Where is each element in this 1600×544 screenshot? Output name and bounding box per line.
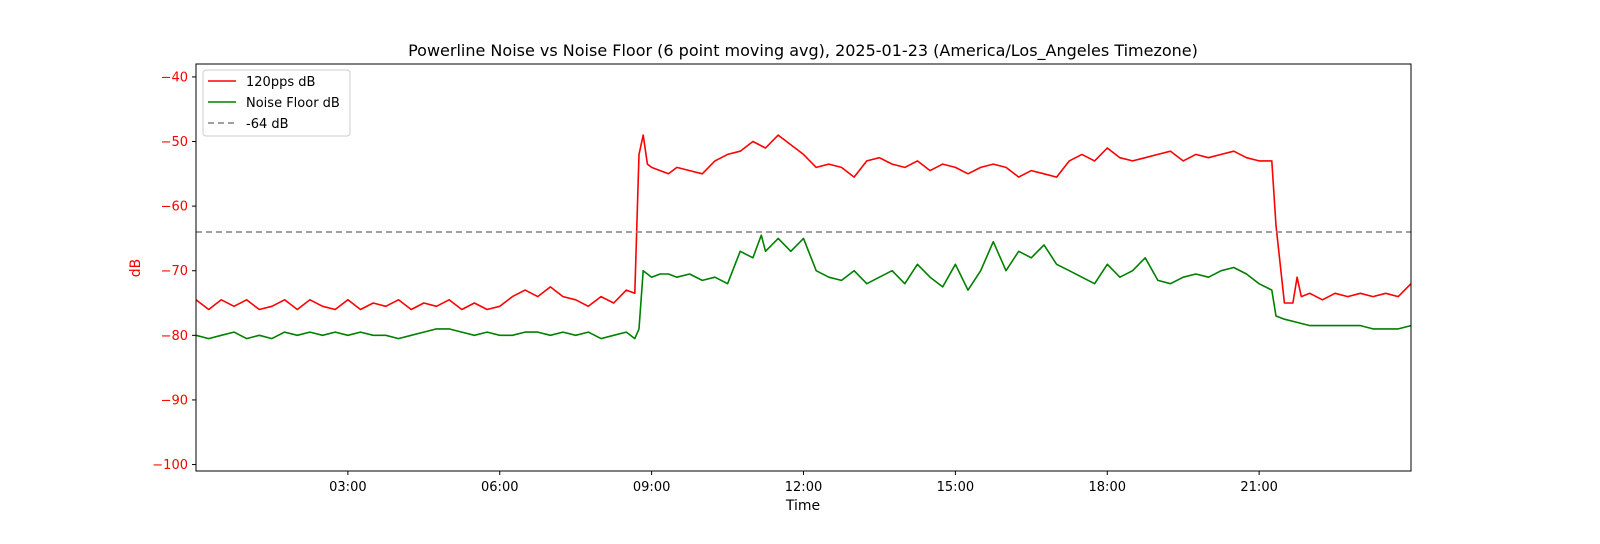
series-line-1 bbox=[195, 234, 1412, 340]
y-axis-ticks: −40 −50 −60 −70 −80 −90 −100 bbox=[152, 70, 196, 473]
legend-label-2: -64 dB bbox=[246, 117, 289, 132]
y-tick-label: −60 bbox=[161, 200, 188, 215]
x-tick-label: 09:00 bbox=[633, 480, 670, 495]
legend-box bbox=[202, 69, 351, 137]
x-tick-label: 18:00 bbox=[1089, 480, 1126, 495]
x-tick-label: 21:00 bbox=[1240, 480, 1277, 495]
x-tick-label: 03:00 bbox=[329, 480, 366, 495]
series-layer bbox=[195, 134, 1412, 340]
y-axis-label: dB bbox=[128, 259, 144, 278]
y-tick-label: −100 bbox=[152, 458, 188, 473]
chart-title: Powerline Noise vs Noise Floor (6 point … bbox=[408, 41, 1198, 61]
series-line-0 bbox=[195, 134, 1412, 311]
x-axis-ticks: 03:00 06:00 09:00 12:00 15:00 18:00 21:00 bbox=[329, 471, 1278, 495]
y-tick-label: −90 bbox=[161, 393, 188, 408]
legend-label-1: Noise Floor dB bbox=[246, 96, 340, 111]
legend: 120pps dB Noise Floor dB -64 dB bbox=[202, 69, 351, 137]
x-tick-label: 06:00 bbox=[481, 480, 518, 495]
y-tick-label: −70 bbox=[161, 264, 188, 279]
plot-frame bbox=[195, 63, 1412, 472]
x-axis-label: Time bbox=[785, 498, 820, 514]
x-tick-label: 12:00 bbox=[785, 480, 822, 495]
y-tick-label: −80 bbox=[161, 329, 188, 344]
y-tick-label: −40 bbox=[161, 70, 188, 85]
y-tick-label: −50 bbox=[161, 135, 188, 150]
legend-label-0: 120pps dB bbox=[246, 75, 315, 90]
x-tick-label: 15:00 bbox=[937, 480, 974, 495]
